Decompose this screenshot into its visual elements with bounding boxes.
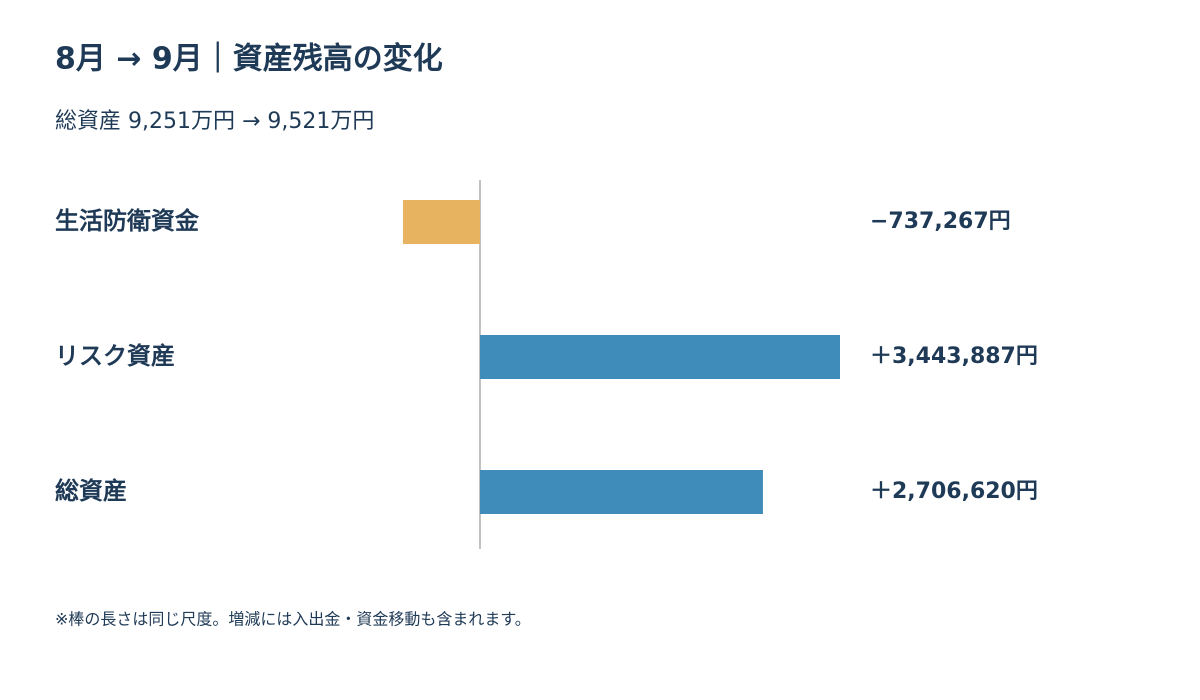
bar	[402, 200, 480, 244]
value-label: ＋3,443,887円	[870, 344, 1038, 369]
category-label: リスク資産	[55, 342, 175, 370]
bar	[480, 335, 840, 379]
value-label: ＋2,706,620円	[870, 479, 1038, 504]
chart-title: 8月 → 9月｜資産残高の変化	[55, 42, 443, 77]
chart-subtitle: 総資産 9,251万円 → 9,521万円	[55, 109, 374, 134]
category-label: 生活防衛資金	[55, 207, 200, 235]
category-label: 総資産	[55, 477, 127, 505]
footnote: ※棒の長さは同じ尺度。増減には入出金・資金移動も含まれます。	[55, 610, 531, 629]
bar	[480, 470, 763, 514]
value-label: −737,267円	[870, 209, 1011, 234]
